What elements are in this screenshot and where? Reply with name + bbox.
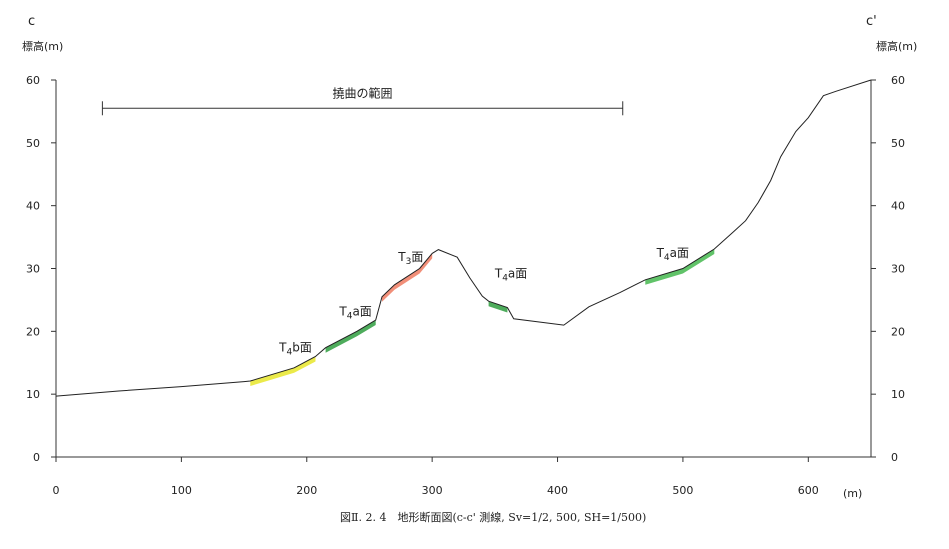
y-tick-label-right: 10 [891, 388, 905, 401]
terrace-label: T4a面 [494, 266, 527, 283]
deflection-range-bracket: 撓曲の範囲 [101, 85, 624, 116]
y-tick-label-left: 50 [26, 137, 40, 150]
y-axis-ticks: 0 0 10 10 20 20 30 30 40 40 50 50 60 60 [26, 74, 905, 464]
figure-caption: 図Ⅱ. 2. 4 地形断面図(c-c' 測線, Sv=1/2, 500, SH=… [340, 510, 646, 524]
x-tick-label: 0 [53, 484, 60, 497]
y-tick-label-right: 40 [891, 200, 905, 213]
terrace-band [382, 253, 433, 302]
terrace-surface-labels: T4b面 T4a面 T3面 T4a面 T4a面 [278, 246, 689, 357]
x-tick-label: 200 [296, 484, 317, 497]
y-axis-label-left: 標高(m) [22, 39, 63, 53]
x-tick-label: 300 [422, 484, 443, 497]
y-tick-label-left: 30 [26, 263, 40, 276]
x-axis-ticks: 0 100 200 300 400 500 600 [53, 457, 819, 497]
y-tick-label-right: 0 [891, 451, 898, 464]
y-tick-label-left: 60 [26, 74, 40, 87]
bracket-label: 撓曲の範囲 [333, 85, 393, 100]
x-tick-label: 500 [672, 484, 693, 497]
terrace-label: T4a面 [656, 246, 689, 263]
terrain-profile-line [55, 79, 872, 397]
y-tick-label-left: 20 [26, 325, 40, 338]
terrace-band [325, 320, 376, 353]
x-axis-label: (m) [843, 487, 862, 500]
corner-label-left: c [28, 14, 35, 29]
y-tick-label-right: 50 [891, 137, 905, 150]
y-tick-label-right: 30 [891, 263, 905, 276]
x-tick-label: 600 [798, 484, 819, 497]
y-tick-label-right: 60 [891, 74, 905, 87]
y-tick-label-right: 20 [891, 325, 905, 338]
y-axis-label-right: 標高(m) [876, 39, 917, 53]
terrace-surface-bands [250, 249, 715, 386]
y-tick-label-left: 40 [26, 200, 40, 213]
terrace-band [488, 301, 508, 313]
terrace-label: T3面 [397, 250, 423, 267]
x-tick-label: 100 [171, 484, 192, 497]
terrace-label: T4a面 [338, 305, 371, 322]
terrace-band [645, 249, 715, 285]
y-tick-label-left: 10 [26, 388, 40, 401]
terrace-label: T4b面 [278, 340, 312, 357]
corner-label-right: c' [866, 14, 877, 29]
x-tick-label: 400 [547, 484, 568, 497]
y-tick-label-left: 0 [33, 451, 40, 464]
